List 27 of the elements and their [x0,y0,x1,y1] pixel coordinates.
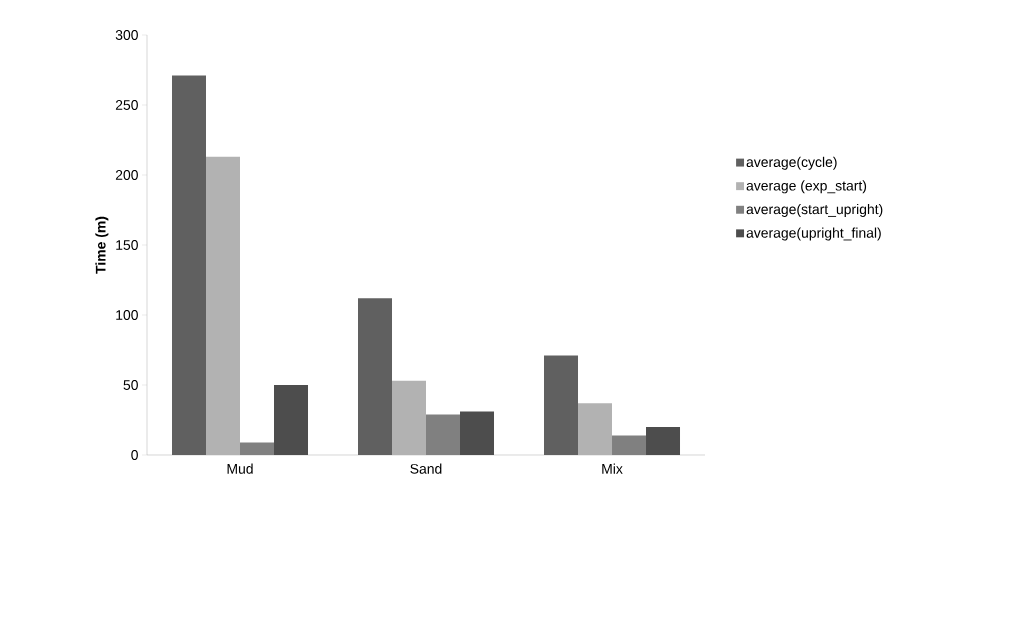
bar [646,427,681,455]
y-tick-label: 250 [115,100,138,110]
y-tick-label: 50 [123,380,138,390]
x-tick-label: Sand [410,463,442,474]
y-tick-label: 0 [131,450,138,460]
y-tick-label: 100 [116,310,138,320]
bar [612,435,647,455]
legend-label: average(start_upright) [746,203,883,217]
bar [172,75,206,455]
x-tick-label: Mix [602,463,623,474]
bar [544,355,579,455]
bar [274,385,308,455]
y-tick-label: 300 [115,30,138,40]
bar [578,403,613,455]
bar [426,414,460,455]
x-tick-label: Mud [227,463,253,474]
legend-label: average(cycle) [746,156,837,170]
bar [358,298,392,455]
bar [240,442,274,455]
bar [206,156,240,455]
legend-label: average(upright_final) [746,227,881,241]
y-tick-label: 200 [115,170,138,180]
y-axis-title: Time (m) [95,216,109,274]
bar [460,411,494,455]
legend-label: average (exp_start) [746,180,867,194]
bar [392,380,426,455]
y-tick-label: 150 [116,240,138,250]
